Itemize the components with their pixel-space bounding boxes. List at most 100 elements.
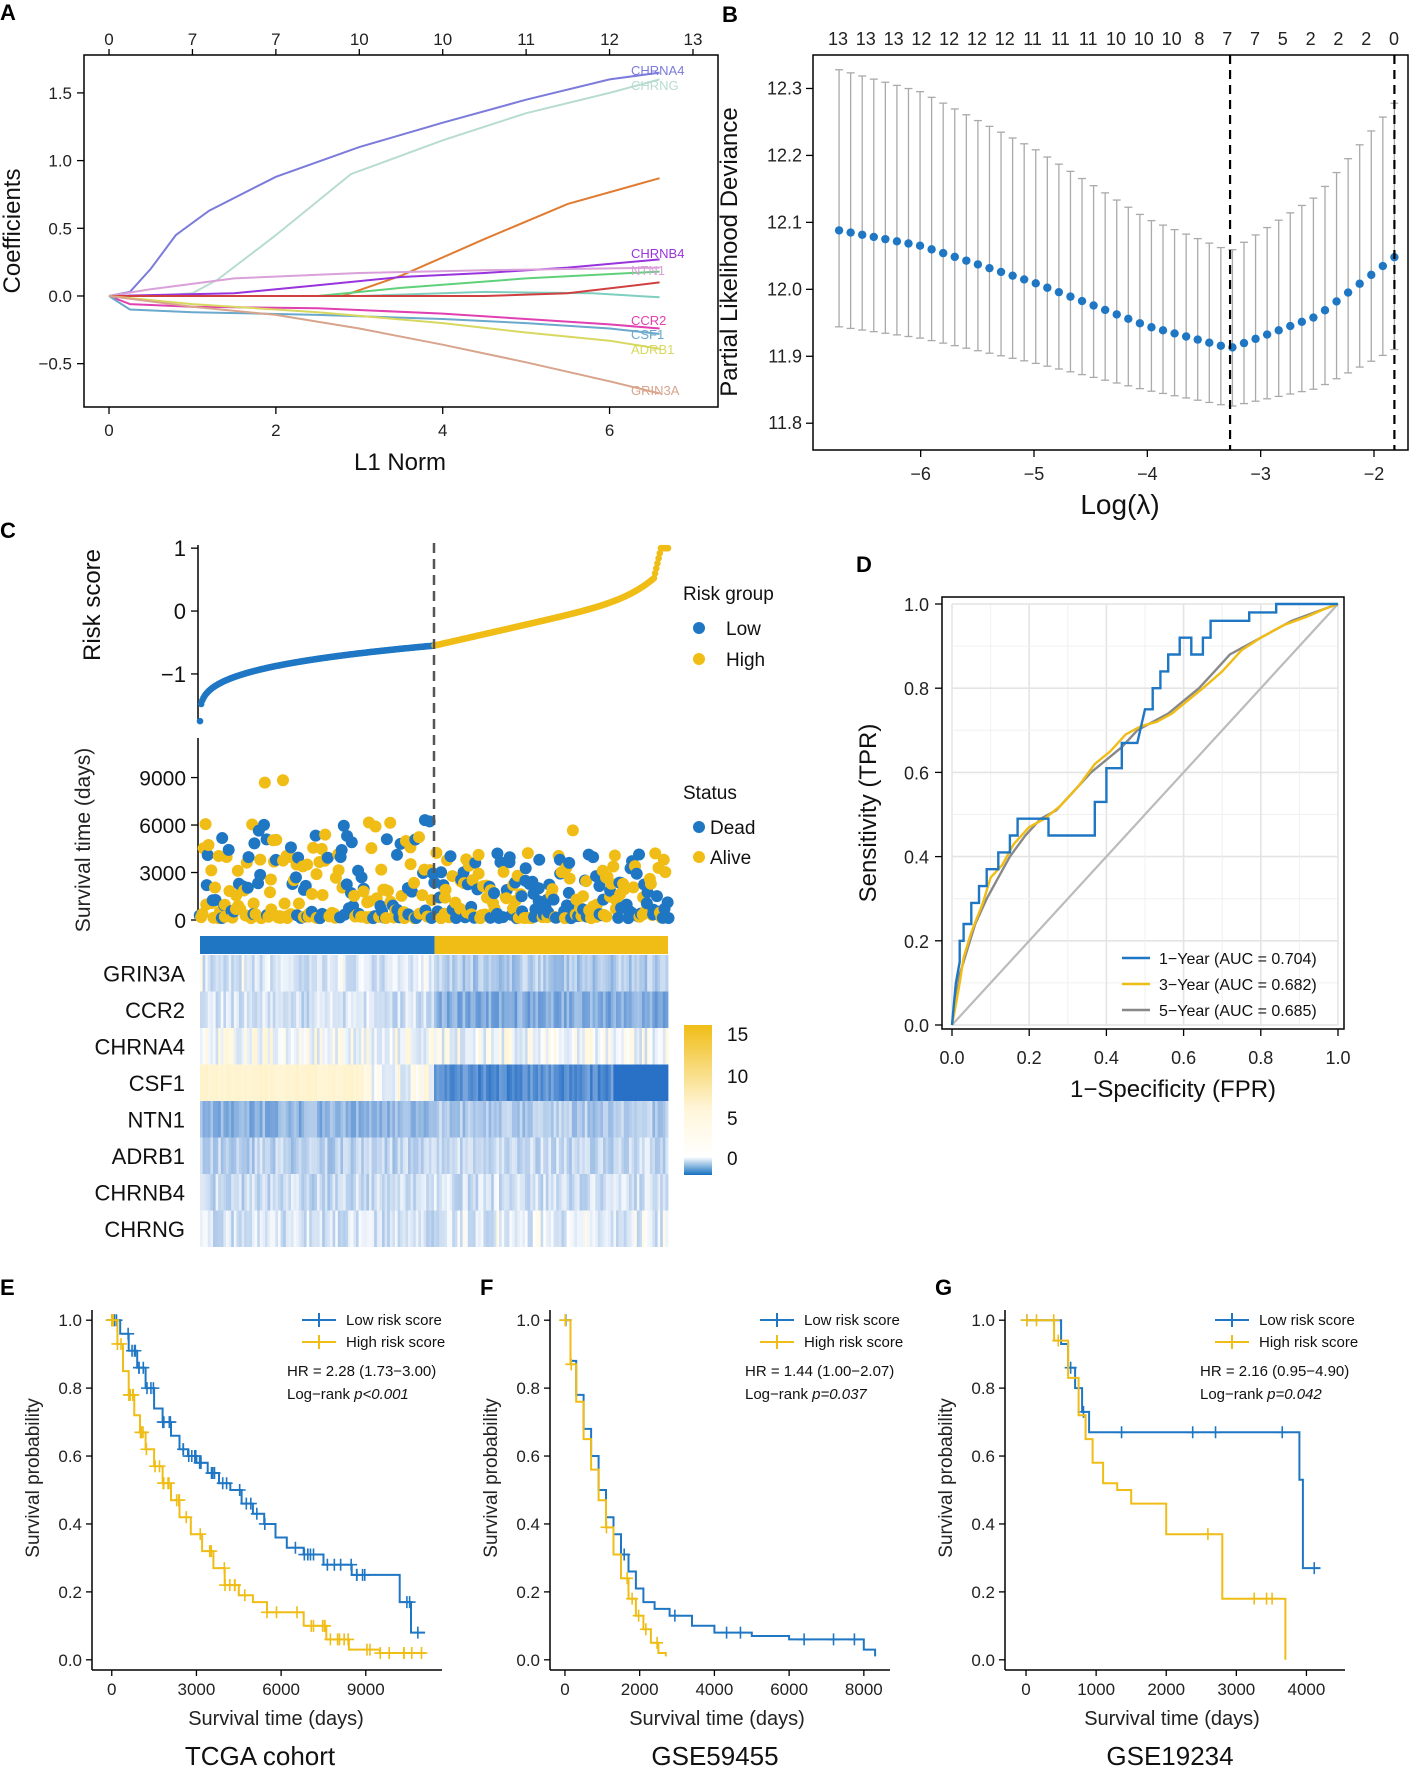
heatmap-cell — [337, 1028, 341, 1065]
heatmap-cell — [296, 1174, 300, 1211]
heatmap-cell — [540, 991, 544, 1028]
heatmap-cell — [483, 991, 487, 1028]
heatmap-cell — [496, 991, 500, 1028]
heatmap-cell — [540, 1137, 544, 1174]
heatmap-cell — [486, 1064, 489, 1101]
heatmap-cell — [239, 1210, 242, 1247]
heatmap-cell — [262, 955, 266, 992]
heatmap-cell — [397, 1137, 401, 1174]
heatmap-cell — [582, 1137, 586, 1174]
heatmap-cell — [241, 1064, 245, 1101]
heatmap-cell — [249, 991, 253, 1028]
heatmap-cell — [610, 1174, 614, 1211]
heatmap-cell — [298, 1210, 302, 1247]
heatmap-cell — [538, 1210, 541, 1247]
panel-label-b: B — [722, 2, 738, 27]
heatmap-cell — [265, 991, 268, 1028]
heatmap-cell — [551, 1101, 554, 1138]
heatmap-cell — [517, 1210, 521, 1247]
panel-b-top-label: 12 — [995, 29, 1015, 49]
panel-b-top-label: 8 — [1194, 29, 1204, 49]
heatmap-cell — [246, 1101, 250, 1138]
heatmap-cell — [252, 1064, 255, 1101]
heatmap-cell — [376, 1028, 380, 1065]
heatmap-cell — [296, 991, 300, 1028]
heatmap-cell — [642, 1064, 645, 1101]
panel-label-c: C — [0, 518, 16, 543]
km-ytick-label: 0.6 — [516, 1447, 540, 1466]
heatmap-cell — [545, 1028, 549, 1065]
heatmap-cell — [595, 1137, 599, 1174]
heatmap-cell — [548, 1028, 552, 1065]
heatmap-cell — [241, 1101, 245, 1138]
heatmap-cell — [634, 1137, 638, 1174]
heatmap-cell — [410, 1064, 414, 1101]
heatmap-cell — [389, 1137, 393, 1174]
km-censor-mark — [848, 1633, 861, 1646]
km-censor-mark — [111, 1337, 124, 1350]
heatmap-cell — [218, 1028, 222, 1065]
heatmap-cell — [345, 1174, 349, 1211]
heatmap-cell — [400, 1174, 404, 1211]
heatmap-cell — [590, 1137, 593, 1174]
heatmap-cell — [423, 1064, 427, 1101]
heatmap-cell — [335, 955, 339, 992]
heatmap-cell — [465, 1028, 469, 1065]
heatmap-cell — [655, 1101, 658, 1138]
heatmap-cell — [532, 1210, 536, 1247]
heatmap-cell — [473, 1101, 476, 1138]
heatmap-cell — [288, 1064, 292, 1101]
heatmap-cell — [566, 1137, 570, 1174]
heatmap-cell — [465, 955, 469, 992]
heatmap-cell — [283, 1210, 287, 1247]
heatmap-cell — [220, 1210, 224, 1247]
heatmap-cell — [486, 1028, 489, 1065]
heatmap-cell — [220, 1064, 224, 1101]
heatmap-cell — [340, 1101, 344, 1138]
heatmap-cell — [569, 991, 573, 1028]
heatmap-cell — [608, 1137, 612, 1174]
heatmap-cell — [592, 1137, 596, 1174]
survival-point — [258, 818, 271, 831]
heatmap-cell — [293, 991, 297, 1028]
heatmap-cell — [600, 1101, 604, 1138]
heatmap-cell — [236, 1028, 240, 1065]
panel-b-xtick-label: −2 — [1364, 464, 1385, 484]
heatmap-cell — [460, 1028, 463, 1065]
heatmap-cell — [621, 1174, 625, 1211]
heatmap-cell — [272, 1101, 276, 1138]
heatmap-cell — [423, 955, 427, 992]
heatmap-cell — [470, 1064, 474, 1101]
survival-point — [472, 867, 485, 880]
heatmap-cell — [283, 1028, 287, 1065]
panel-a-ytick-label: 1.5 — [48, 84, 72, 103]
heatmap-cell — [265, 1028, 268, 1065]
heatmap-cell — [548, 1174, 552, 1211]
heatmap-cell — [233, 1101, 237, 1138]
survival-point — [310, 868, 323, 881]
survival-point — [430, 846, 443, 859]
km-logrank-p: p=0.037 — [811, 1386, 867, 1403]
km-xtick-label: 4000 — [695, 1680, 733, 1699]
km-xtick-label: 2000 — [1147, 1680, 1185, 1699]
heatmap-cell — [441, 1028, 445, 1065]
heatmap-cell — [512, 1028, 515, 1065]
heatmap-cell — [441, 1137, 445, 1174]
heatmap-cell — [324, 1137, 328, 1174]
heatmap-cell — [553, 1064, 557, 1101]
heatmap-cell — [491, 1210, 495, 1247]
heatmap-cell — [569, 1101, 573, 1138]
heatmap-cell — [244, 1101, 248, 1138]
heatmap-cell — [434, 1174, 437, 1211]
heatmap-cell — [369, 1174, 372, 1211]
heatmap-cell — [421, 991, 424, 1028]
panel-f-ylabel: Survival probability — [481, 1398, 502, 1558]
heatmap-cell — [400, 1028, 404, 1065]
survival-point — [284, 841, 297, 854]
heatmap-cell — [462, 1137, 466, 1174]
heatmap-cell — [454, 1101, 458, 1138]
coef-label-csf1: CSF1 — [631, 327, 664, 342]
colorbar-label: 5 — [727, 1109, 738, 1130]
heatmap-cell — [499, 1174, 502, 1211]
heatmap-cell — [634, 1101, 638, 1138]
